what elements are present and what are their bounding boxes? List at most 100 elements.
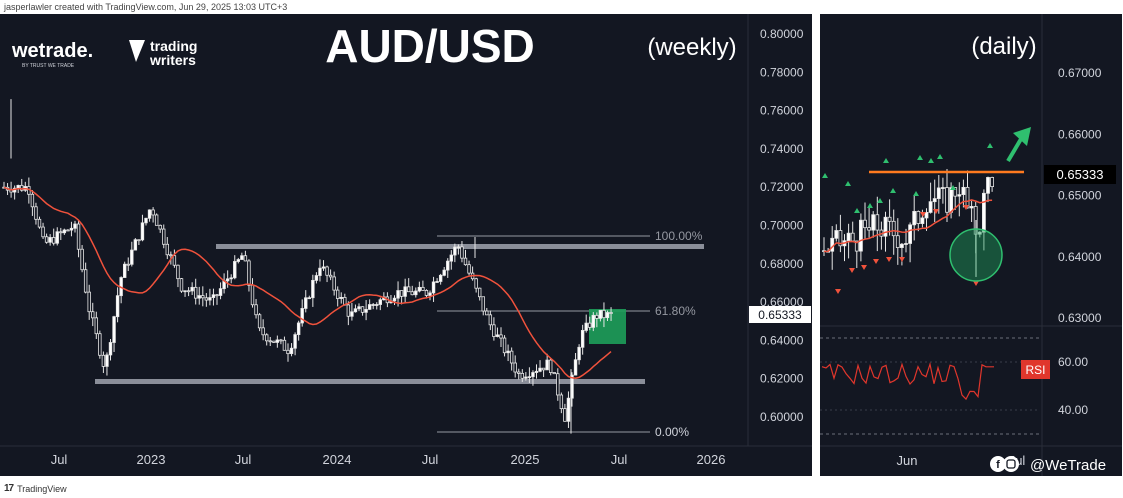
weekly-price-tick: 0.66000 [760, 295, 804, 309]
weekly-time-label: Jul [235, 452, 252, 467]
rsi-pane: 60.00 40.00 [820, 337, 1088, 435]
svg-text:0.65333: 0.65333 [758, 308, 802, 322]
weekly-candle-body [421, 286, 425, 291]
weekly-candle-body [350, 311, 354, 317]
fib-0-label: 0.00% [655, 425, 689, 439]
weekly-time-label: 2026 [697, 452, 726, 467]
daily-price-tick: 0.64000 [1058, 250, 1102, 264]
weekly-time-axis[interactable]: Jul 2023 Jul 2024 Jul 2025 Jul 2026 [51, 452, 726, 467]
weekly-candle-body [137, 239, 141, 242]
daily-candle-body [908, 224, 912, 244]
weekly-candle-body [59, 231, 63, 234]
weekly-candle-body [83, 269, 88, 293]
weekly-candle-body [442, 269, 446, 276]
daily-candle-body [834, 230, 839, 239]
fractal-up-marker [950, 185, 956, 190]
weekly-candle-body [428, 292, 432, 296]
daily-price-tick: 0.67000 [1058, 66, 1102, 80]
weekly-candle-body [176, 264, 180, 280]
weekly-candle-body [495, 334, 500, 337]
daily-candle-body [875, 214, 880, 231]
weekly-candle-body [346, 304, 351, 317]
fractal-up-marker [937, 154, 943, 159]
weekly-candle-body [559, 394, 564, 410]
weekly-candle-body [321, 266, 326, 269]
fractal-down-marker [973, 281, 979, 286]
fractal-down-marker [933, 209, 939, 214]
weekly-candle-body [250, 284, 255, 306]
daily-time-label-jun: Jun [897, 453, 918, 468]
weekly-candle-body [197, 295, 201, 299]
daily-candle-body [830, 237, 835, 252]
weekly-candle-body [115, 295, 120, 318]
fractal-up-marker [822, 173, 828, 178]
weekly-candle-body [378, 299, 382, 305]
fractal-up-marker [877, 198, 883, 203]
weekly-candle-body [304, 297, 308, 309]
weekly-candle-body [218, 288, 223, 296]
fractal-up-marker [928, 158, 934, 163]
weekly-candle-body [403, 286, 407, 297]
daily-candle-body [887, 216, 892, 222]
daily-candle-body [941, 187, 945, 189]
weekly-candle-body [37, 218, 42, 228]
daily-price-tick: 0.65000 [1058, 189, 1102, 203]
weekly-candle-body [477, 287, 482, 298]
weekly-candle-body [325, 266, 329, 276]
weekly-candle-body [91, 311, 95, 319]
support-zone[interactable] [95, 379, 645, 384]
svg-text:f: f [996, 459, 1000, 471]
fractal-down-marker [873, 259, 879, 264]
weekly-candle-body [48, 237, 52, 243]
weekly-candle-body [527, 376, 532, 379]
weekly-candle-body [449, 254, 453, 262]
fractal-up-marker [890, 188, 896, 193]
weekly-current-price-tag: 0.65333 [749, 306, 811, 323]
daily-price-tick: 0.66000 [1058, 127, 1102, 141]
weekly-candle-body [580, 330, 585, 348]
daily-current-price-tag: 0.65333 [1044, 165, 1116, 184]
weekly-candle-body [435, 281, 439, 283]
weekly-time-label: Jul [611, 452, 628, 467]
weekly-candle-body [552, 372, 556, 375]
fractal-up-marker [883, 158, 889, 163]
weekly-subtitle: (weekly) [647, 34, 736, 61]
weekly-candle-body [446, 260, 450, 271]
weekly-candle-body [233, 261, 237, 279]
tradingview-label: TradingView [17, 484, 67, 494]
weekly-candle-body [549, 359, 553, 373]
weekly-candle-body [595, 314, 599, 319]
weekly-candle-body [123, 263, 127, 278]
svg-text:writers: writers [149, 52, 196, 68]
weekly-candle-body [229, 277, 233, 280]
weekly-candle-body [130, 249, 134, 265]
weekly-candle-body [609, 312, 613, 314]
weekly-candle-body [424, 290, 429, 296]
trading-writers-logo: trading writers [129, 38, 197, 68]
weekly-price-tick: 0.78000 [760, 65, 804, 79]
weekly-candle-body [438, 274, 443, 282]
daily-candle-body [977, 231, 982, 235]
weekly-candle-body [410, 291, 414, 296]
facebook-icon [990, 456, 1006, 472]
weekly-price-tick: 0.62000 [760, 372, 804, 386]
weekly-price-tick: 0.72000 [760, 180, 804, 194]
weekly-candle-body [261, 327, 265, 336]
weekly-candle-body [417, 286, 422, 292]
daily-price-ticks: 0.67000 0.66000 0.65000 0.64000 0.63000 [1058, 66, 1102, 325]
weekly-price-tick: 0.68000 [760, 257, 804, 271]
fractal-up-marker [987, 143, 993, 148]
daily-candle-body [986, 177, 990, 194]
weekly-candle-body [396, 290, 400, 299]
weekly-candle-body [499, 334, 503, 339]
weekly-candle-body [300, 308, 304, 324]
weekly-candle-body [247, 260, 251, 286]
chart-caption: jasperlawler created with TradingView.co… [4, 2, 288, 12]
daily-candle-body [891, 220, 896, 237]
weekly-candle-body [456, 246, 461, 249]
weekly-price-axis[interactable] [748, 14, 812, 446]
weekly-candle-body [556, 373, 560, 396]
weekly-candle-body [520, 372, 524, 379]
weekly-candle-body [293, 334, 297, 349]
rsi-tick: 40.00 [1058, 403, 1088, 417]
